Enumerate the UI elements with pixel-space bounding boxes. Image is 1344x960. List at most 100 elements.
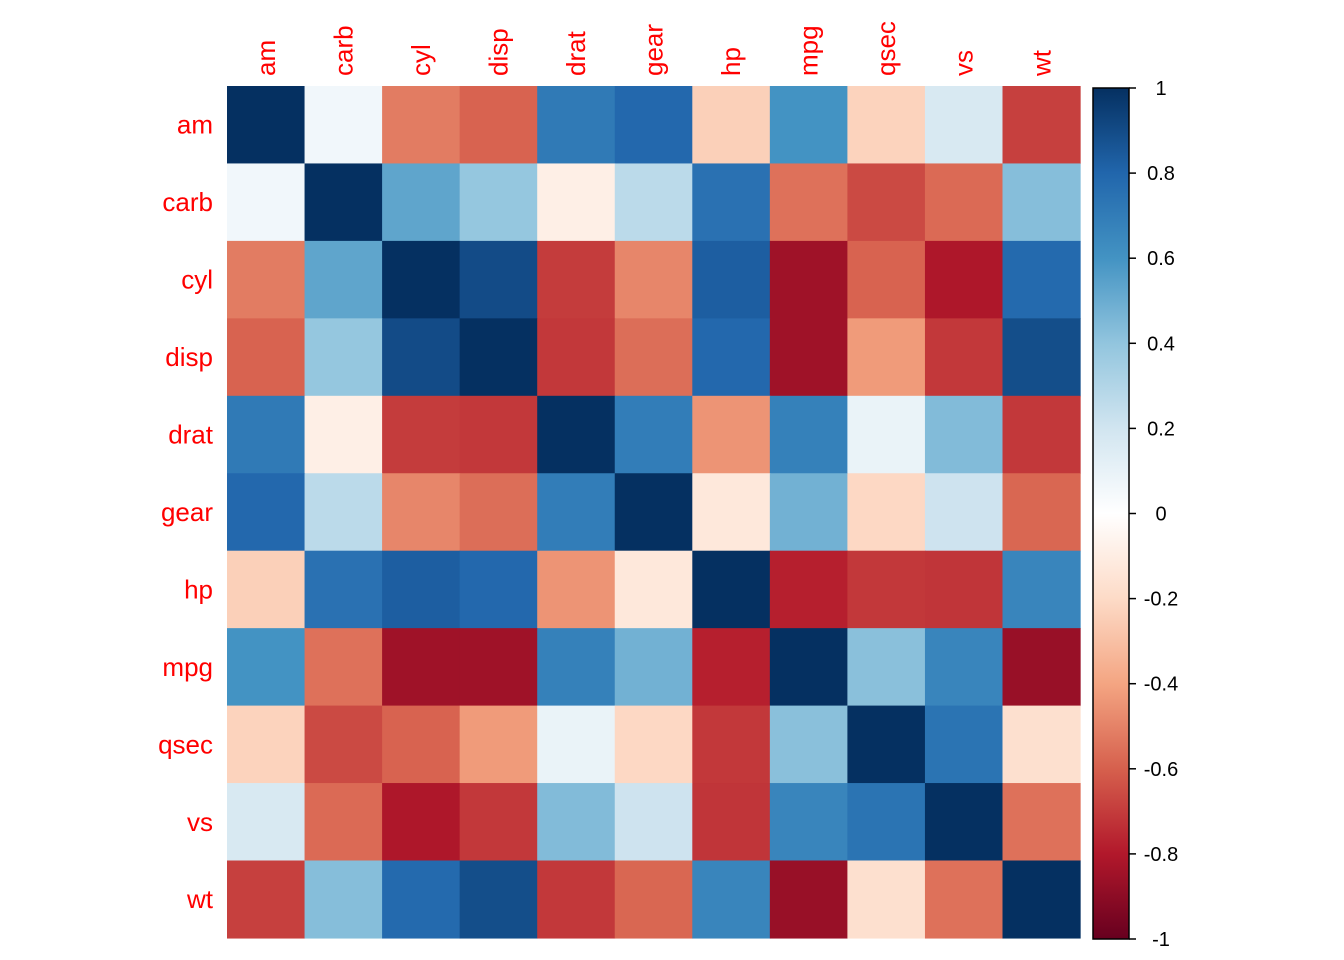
row-label-am: am [177,110,213,140]
heatmap-cell-hp-drat [537,550,616,629]
heatmap-cell-disp-wt [1002,318,1081,397]
heatmap-cell-mpg-mpg [769,628,848,707]
row-label-disp: disp [165,342,213,372]
heatmap-cell-qsec-gear [614,705,693,784]
heatmap-cell-disp-drat [537,318,616,397]
heatmap-cell-vs-am [227,783,306,862]
heatmap-cell-wt-am [227,860,306,939]
heatmap-cell-wt-qsec [847,860,926,939]
colorbar-tick-label: 0.6 [1147,248,1175,270]
heatmap-cell-vs-gear [614,783,693,862]
heatmap-cell-carb-cyl [382,163,461,242]
heatmap-cell-am-drat [537,86,616,165]
heatmap-cell-gear-qsec [847,473,926,552]
heatmap-cell-mpg-gear [614,628,693,707]
heatmap-cell-mpg-am [227,628,306,707]
heatmap-cell-qsec-am [227,705,306,784]
heatmap-cell-cyl-am [227,240,306,319]
heatmap-cell-mpg-wt [1002,628,1081,707]
row-label-wt: wt [186,884,214,914]
heatmap-cell-carb-qsec [847,163,926,242]
row-labels: am carb cyl disp drat gear hp mpg qsec vs wt [158,110,214,915]
colorbar-tick-label: -0.6 [1144,759,1178,781]
heatmap-cell-wt-disp [459,860,538,939]
heatmap-cell-cyl-hp [692,240,771,319]
heatmap-cell-mpg-carb [304,628,383,707]
heatmap-cell-wt-mpg [769,860,848,939]
column-label-mpg: mpg [794,25,824,76]
heatmap-cell-gear-am [227,473,306,552]
heatmap-cell-gear-cyl [382,473,461,552]
heatmap-cell-carb-vs [924,163,1004,242]
heatmap-cell-qsec-vs [924,705,1004,784]
heatmap-cell-vs-qsec [847,783,926,862]
column-label-hp: hp [716,47,746,76]
column-label-carb: carb [328,25,358,76]
heatmap-cell-hp-mpg [769,550,848,629]
heatmap-cell-mpg-hp [692,628,771,707]
heatmap-cell-drat-disp [459,395,538,474]
heatmap-cell-hp-hp [692,550,771,629]
heatmap-cell-drat-wt [1002,395,1081,474]
column-labels: am carb cyl disp drat gear hp mpg qsec vs wt [251,21,1057,77]
row-label-carb: carb [162,187,213,217]
heatmap-cell-qsec-disp [459,705,538,784]
heatmap-cell-mpg-cyl [382,628,461,707]
heatmap-cell-am-cyl [382,86,461,165]
heatmap-cell-mpg-drat [537,628,616,707]
heatmap-cell-am-vs [924,86,1004,165]
heatmap-cell-hp-gear [614,550,693,629]
column-label-gear: gear [639,24,669,76]
heatmap-cell-cyl-vs [924,240,1004,319]
colorbar-gradient [1092,87,1130,940]
heatmap-cell-wt-vs [924,860,1004,939]
heatmap-cell-vs-hp [692,783,771,862]
heatmap-cell-hp-wt [1002,550,1081,629]
heatmap-cell-am-gear [614,86,693,165]
heatmap-cell-drat-qsec [847,395,926,474]
heatmap-cell-vs-drat [537,783,616,862]
heatmap-cell-mpg-qsec [847,628,926,707]
heatmap-cell-carb-disp [459,163,538,242]
heatmap-cell-qsec-drat [537,705,616,784]
heatmap-cell-am-hp [692,86,771,165]
heatmap-cell-carb-wt [1002,163,1081,242]
row-label-mpg: mpg [162,652,213,682]
heatmap-cell-disp-gear [614,318,693,397]
heatmap-cell-hp-cyl [382,550,461,629]
heatmap-cell-vs-wt [1002,783,1081,862]
row-label-vs: vs [187,807,213,837]
colorbar-tick-label: 0.8 [1147,163,1175,185]
heatmap-cell-hp-qsec [847,550,926,629]
column-label-wt: wt [1026,49,1056,77]
heatmap-cell-hp-vs [924,550,1004,629]
column-label-vs: vs [949,50,979,76]
colorbar-tick-label: 0 [1155,504,1166,526]
colorbar: 1 0.8 0.6 0.4 0.2 0 -0.2 -0.4 -0.6 -0.8 -1 [1092,78,1178,951]
heatmap-cell-disp-hp [692,318,771,397]
heatmap-cell-wt-hp [692,860,771,939]
heatmap-cell-hp-disp [459,550,538,629]
row-label-drat: drat [168,420,214,450]
heatmap-cell-drat-mpg [769,395,848,474]
heatmap-cell-drat-gear [614,395,693,474]
heatmap-cell-hp-carb [304,550,383,629]
heatmap-cell-carb-mpg [769,163,848,242]
heatmap-cell-drat-hp [692,395,771,474]
heatmap-cell-hp-am [227,550,306,629]
heatmap-cell-vs-cyl [382,783,461,862]
row-label-cyl: cyl [181,265,213,295]
heatmap-cell-cyl-drat [537,240,616,319]
colorbar-tick-label: 1 [1155,78,1166,100]
heatmap-cell-carb-gear [614,163,693,242]
heatmap-cell-drat-drat [537,395,616,474]
heatmap-cell-am-carb [304,86,383,165]
heatmap-cell-am-wt [1002,86,1081,165]
column-label-drat: drat [561,30,591,76]
heatmap-cell-disp-mpg [769,318,848,397]
heatmap-cell-qsec-mpg [769,705,848,784]
row-label-gear: gear [161,497,213,527]
heatmap-cell-cyl-disp [459,240,538,319]
heatmap-cell-gear-mpg [769,473,848,552]
